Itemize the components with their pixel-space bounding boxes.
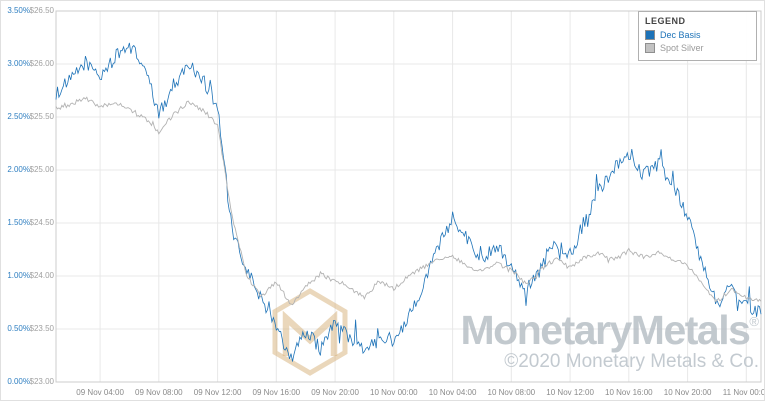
legend-item-spot-silver[interactable]: Spot Silver: [645, 43, 750, 53]
legend: LEGEND Dec Basis Spot Silver: [638, 11, 757, 61]
spot-silver-swatch-icon: [645, 43, 655, 53]
spot-silver-line: [55, 96, 762, 306]
legend-item-dec-basis[interactable]: Dec Basis: [645, 30, 750, 40]
legend-item-label: Spot Silver: [660, 43, 704, 53]
dec-basis-swatch-icon: [645, 30, 655, 40]
legend-item-label: Dec Basis: [660, 30, 701, 40]
legend-title: LEGEND: [645, 16, 686, 26]
dec-basis-line: [55, 42, 762, 362]
